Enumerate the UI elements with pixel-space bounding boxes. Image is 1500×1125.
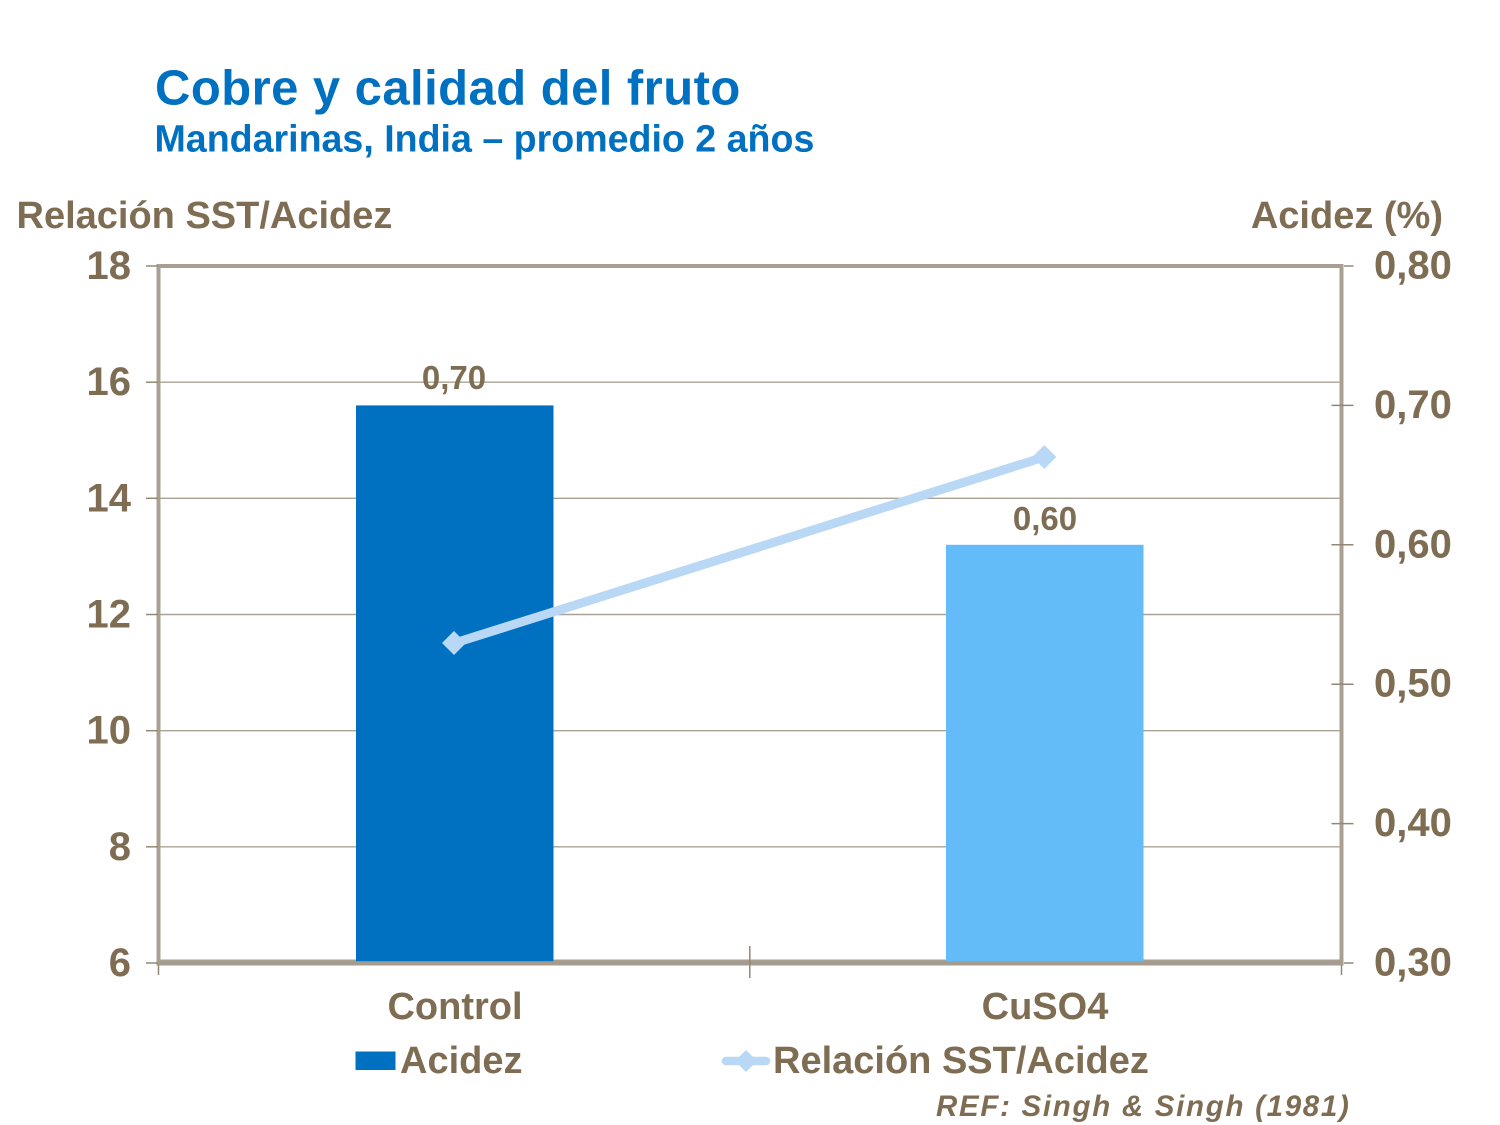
svg-text:12: 12 xyxy=(87,593,132,637)
svg-text:10: 10 xyxy=(87,709,132,753)
svg-text:0,70: 0,70 xyxy=(422,359,486,396)
svg-text:Control: Control xyxy=(387,986,522,1028)
svg-text:0,80: 0,80 xyxy=(1374,244,1452,288)
svg-text:Relación SST/Acidez: Relación SST/Acidez xyxy=(17,195,393,237)
svg-text:8: 8 xyxy=(109,825,131,869)
svg-text:REF: Singh & Singh (1981): REF: Singh & Singh (1981) xyxy=(936,1090,1351,1123)
svg-text:0,70: 0,70 xyxy=(1374,383,1452,427)
svg-text:0,60: 0,60 xyxy=(1013,500,1077,537)
svg-text:Relación SST/Acidez: Relación SST/Acidez xyxy=(773,1040,1149,1082)
svg-text:Acidez: Acidez xyxy=(400,1040,522,1082)
svg-text:6: 6 xyxy=(109,941,131,985)
svg-text:Mandarinas, India – promedio 2: Mandarinas, India – promedio 2 años xyxy=(155,118,815,160)
svg-text:18: 18 xyxy=(87,244,132,288)
svg-text:Cobre y calidad del fruto: Cobre y calidad del fruto xyxy=(155,62,741,116)
svg-text:0,60: 0,60 xyxy=(1374,522,1452,566)
svg-text:14: 14 xyxy=(87,476,132,520)
svg-text:16: 16 xyxy=(87,360,132,404)
svg-text:0,50: 0,50 xyxy=(1374,662,1452,706)
svg-text:CuSO4: CuSO4 xyxy=(982,986,1109,1028)
svg-text:0,40: 0,40 xyxy=(1374,801,1452,845)
svg-text:Acidez (%): Acidez (%) xyxy=(1251,195,1443,237)
svg-text:0,30: 0,30 xyxy=(1374,941,1452,985)
